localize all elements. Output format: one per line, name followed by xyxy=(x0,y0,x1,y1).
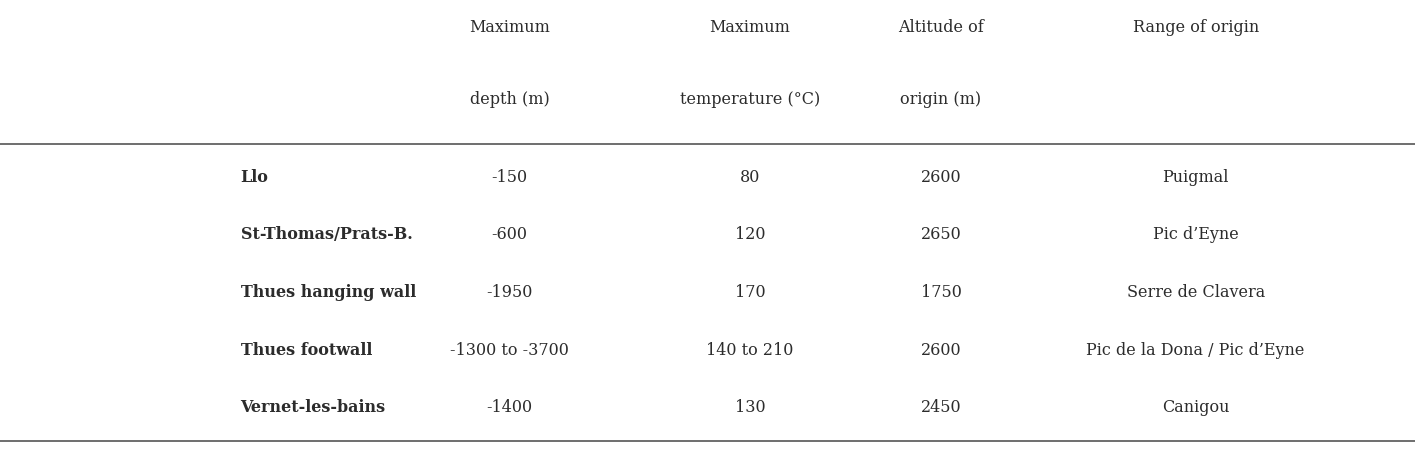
Text: Puigmal: Puigmal xyxy=(1163,169,1228,186)
Text: St-Thomas/Prats-B.: St-Thomas/Prats-B. xyxy=(241,226,412,243)
Text: 130: 130 xyxy=(734,399,766,416)
Text: Maximum: Maximum xyxy=(709,19,791,36)
Text: -600: -600 xyxy=(491,226,528,243)
Text: Altitude of: Altitude of xyxy=(899,19,983,36)
Text: -150: -150 xyxy=(491,169,528,186)
Text: -1950: -1950 xyxy=(487,284,532,301)
Text: 80: 80 xyxy=(740,169,760,186)
Text: 2600: 2600 xyxy=(921,342,961,359)
Text: depth (m): depth (m) xyxy=(470,91,549,108)
Text: 2450: 2450 xyxy=(921,399,961,416)
Text: Pic de la Dona / Pic d’Eyne: Pic de la Dona / Pic d’Eyne xyxy=(1087,342,1305,359)
Text: 2600: 2600 xyxy=(921,169,961,186)
Text: Serre de Clavera: Serre de Clavera xyxy=(1126,284,1265,301)
Text: -1300 to -3700: -1300 to -3700 xyxy=(450,342,569,359)
Text: 2650: 2650 xyxy=(921,226,961,243)
Text: 140 to 210: 140 to 210 xyxy=(706,342,794,359)
Text: temperature (°C): temperature (°C) xyxy=(679,91,821,108)
Text: Llo: Llo xyxy=(241,169,269,186)
Text: Maximum: Maximum xyxy=(468,19,550,36)
Text: Vernet-les-bains: Vernet-les-bains xyxy=(241,399,386,416)
Text: Thues footwall: Thues footwall xyxy=(241,342,372,359)
Text: origin (m): origin (m) xyxy=(900,91,982,108)
Text: 1750: 1750 xyxy=(921,284,961,301)
Text: Pic d’Eyne: Pic d’Eyne xyxy=(1153,226,1238,243)
Text: Range of origin: Range of origin xyxy=(1132,19,1259,36)
Text: 170: 170 xyxy=(734,284,766,301)
Text: 120: 120 xyxy=(734,226,766,243)
Text: Thues hanging wall: Thues hanging wall xyxy=(241,284,416,301)
Text: -1400: -1400 xyxy=(487,399,532,416)
Text: Canigou: Canigou xyxy=(1162,399,1230,416)
